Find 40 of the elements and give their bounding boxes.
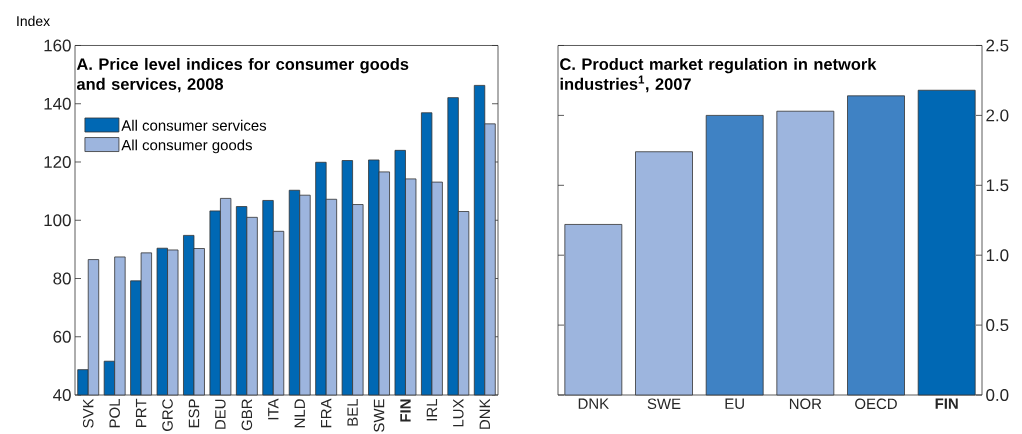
x-tick-label: NOR (789, 398, 822, 410)
y-tick-label: 2.0 (986, 109, 1009, 122)
text: A. Price level indices for consumer goods and services, 2008 (76, 57, 409, 93)
y-tick-label: 160 (44, 39, 71, 52)
y-tick-label: 80 (53, 272, 71, 285)
x-tick-label: ESP (188, 399, 200, 428)
x-tick-label: PRT (135, 398, 147, 427)
y-tick-label: 2.5 (986, 39, 1009, 52)
x-tick-label: GBR (241, 399, 253, 431)
x-tick-label: IRL (426, 399, 438, 421)
y-tick-label: 100 (44, 214, 71, 227)
y-tick-label: 0.0 (986, 389, 1009, 401)
x-tick-label: OECD (855, 398, 897, 410)
x-tick-label: LUX (453, 398, 464, 427)
legend-label: All consumer goods (121, 139, 252, 154)
x-tick-label: FRA (321, 398, 332, 428)
y-tick-label: 40 (53, 389, 71, 401)
x-tick-label: DNK (479, 398, 490, 429)
x-tick-label: EU (725, 398, 744, 409)
x-tick-label: NLD (294, 399, 305, 428)
x-tick-label: BEL (347, 399, 358, 426)
y-axis-title: Index (17, 15, 50, 27)
text: C. Product market regulation in network industries$^{1}$, 2007 (560, 57, 877, 93)
x-tick-label: ITA (268, 398, 279, 420)
y-tick-label: 1.5 (986, 179, 1009, 192)
x-tick-label: DEU (215, 399, 226, 429)
x-tick-label: FIN (400, 399, 411, 422)
x-tick-label: POL (109, 399, 120, 428)
y-tick-label: 140 (44, 97, 71, 110)
y-tick-label: 120 (44, 156, 71, 168)
x-tick-label: DNK (578, 398, 609, 409)
y-tick-label: 60 (53, 330, 71, 343)
y-tick-label: 0.5 (986, 319, 1009, 332)
legend-label: All consumer services (121, 119, 267, 131)
x-tick-label: SVK (82, 398, 94, 428)
x-tick-label: FIN (935, 398, 958, 409)
x-tick-label: SWE (647, 398, 681, 410)
y-tick-label: 1.0 (986, 249, 1009, 262)
x-tick-label: SWE (373, 399, 385, 432)
x-tick-label: GRC (162, 399, 173, 431)
